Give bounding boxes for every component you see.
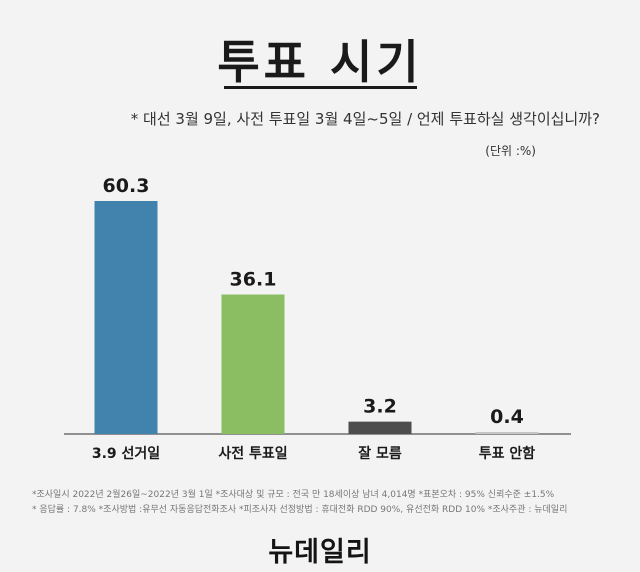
category-label-2: 사전 투표일	[218, 445, 287, 462]
survey-question: * 대선 3월 9일, 사전 투표일 3월 4일~5일 / 언제 투표하실 생각…	[130, 110, 600, 128]
data-label-3: 3.2	[363, 396, 397, 418]
bar-chart: 60.3 3.9 선거일 36.1 사전 투표일 3.2 잘 모름 0.4 투표 안함	[64, 175, 571, 462]
data-label-1: 60.3	[103, 175, 150, 197]
category-label-1: 3.9 선거일	[92, 446, 160, 462]
publisher-logo: 뉴데일리	[268, 537, 372, 568]
unit-label: (단위 :%)	[485, 144, 536, 158]
bar-1	[94, 201, 158, 434]
data-label-2: 36.1	[230, 269, 277, 291]
bar-3	[348, 421, 412, 434]
bar-4	[475, 432, 539, 434]
category-label-4: 투표 안함	[479, 445, 536, 462]
bar-2	[221, 294, 285, 434]
title-underline	[224, 86, 417, 89]
survey-note-line2: * 응답률 : 7.8% *조사방법 :유무선 자동응답전화조사 *피조사자 선…	[32, 505, 568, 515]
data-label-4: 0.4	[490, 406, 524, 428]
chart-title: 투표 시기	[217, 35, 423, 89]
survey-note-line1: *조사일시 2022년 2월26일~2022년 3월 1일 *조사대상 및 규모…	[32, 490, 555, 500]
category-label-3: 잘 모름	[358, 446, 402, 462]
